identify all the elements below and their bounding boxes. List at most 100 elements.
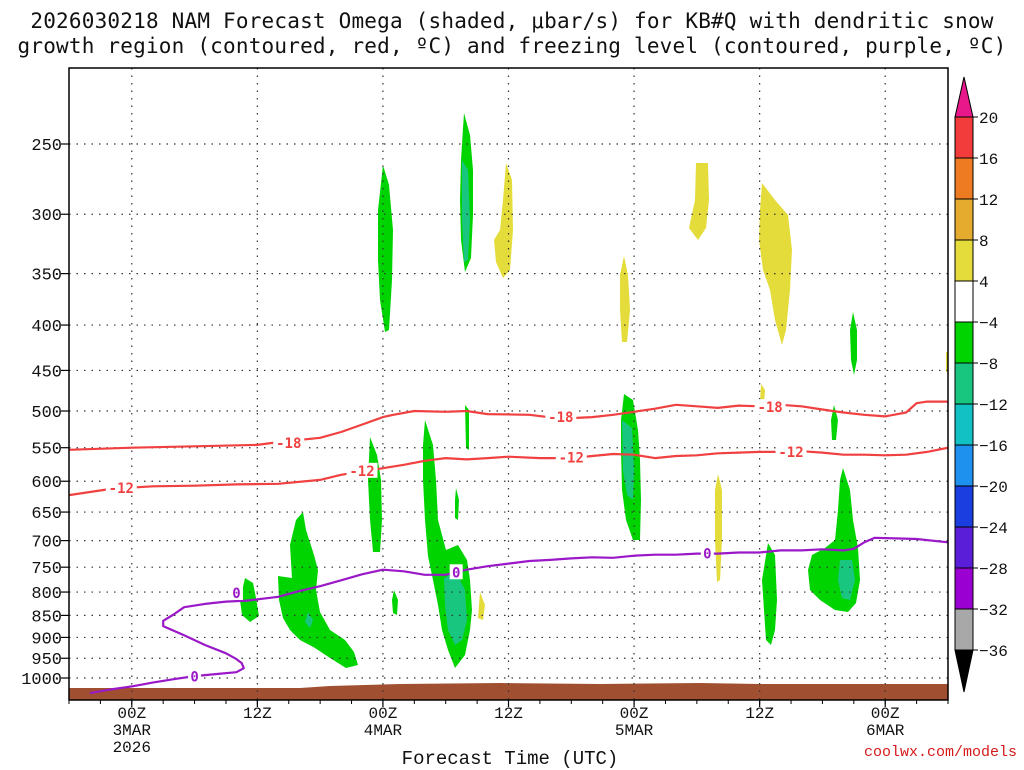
x-tick-label: 3MAR (113, 722, 152, 740)
x-tick-label: 00Z (620, 705, 649, 723)
y-tick-label: 900 (31, 630, 62, 649)
source-credit[interactable]: coolwx.com/models (863, 744, 1017, 761)
omega-subsidence-regions (478, 163, 948, 620)
omega-cell (850, 312, 857, 375)
colorbar-label: 20 (979, 110, 998, 128)
contour-label-bg (555, 449, 587, 465)
omega-cell (444, 572, 467, 645)
contour-label: -12 (349, 464, 374, 480)
colorbar-label: −32 (979, 602, 1008, 620)
omega-cell (715, 474, 722, 582)
omega-strong-ascent-regions (305, 160, 855, 645)
contour-label: -18 (757, 400, 782, 416)
colorbar-label: −12 (979, 397, 1008, 415)
contour-label: 0 (232, 586, 240, 602)
y-tick-label: 500 (31, 404, 62, 423)
x-tick-label: 12Z (494, 705, 523, 723)
colorbar-label: −36 (979, 643, 1008, 661)
contour-label: 0 (190, 669, 198, 685)
colorbar-swatch (954, 567, 974, 610)
colorbar-swatch (954, 444, 974, 487)
y-tick-label: 350 (31, 267, 62, 286)
contour-label-bg (346, 462, 378, 478)
omega-cell (620, 256, 630, 342)
omega-cell (378, 165, 393, 332)
y-tick-label: 850 (31, 608, 62, 627)
contour-label-bg (449, 564, 463, 580)
contour-label: -18 (548, 410, 573, 426)
omega-cell (465, 405, 469, 450)
contour-line (69, 446, 948, 497)
omega-cell (478, 592, 485, 620)
omega-cell (455, 488, 459, 520)
colorbar: 20 16 12 8 4 −4 −8 −12 −16 −20 −24 −28 −32 −36 (954, 76, 1008, 693)
contour-labels: -18 -18 -18 -12 -12 -12 -12 0 0 0 0 (105, 399, 807, 685)
colorbar-swatch (954, 362, 974, 405)
x-tick-label: 12Z (243, 705, 272, 723)
y-axis: 250 300 350 400 450 500 550 600 650 700 750 800 850 9… (21, 137, 69, 690)
x-axis-label: Forecast Time (UTC) (401, 748, 619, 770)
colorbar-swatch (954, 403, 974, 446)
contour-label-bg (754, 399, 786, 415)
x-tick-label: 00Z (117, 705, 146, 723)
omega-cell (759, 183, 792, 345)
contour-label-bg (273, 434, 305, 450)
omega-cell (278, 512, 358, 668)
colorbar-label: −28 (979, 561, 1008, 579)
contour-label: -12 (778, 445, 803, 461)
contour-label-bg (700, 545, 714, 561)
contour-line (89, 536, 948, 695)
omega-cell (305, 612, 313, 628)
omega-cell (831, 405, 838, 440)
omega-cell (368, 437, 382, 552)
chart-title-line-2: growth region (contoured, red, ºC) and f… (17, 34, 1007, 58)
contour-label: -12 (109, 481, 134, 497)
y-tick-label: 950 (31, 651, 62, 670)
y-tick-label: 1000 (21, 671, 62, 690)
gridlines (69, 68, 948, 700)
contour-label: -12 (559, 450, 584, 466)
omega-cell (622, 420, 634, 500)
x-tick-label: 00Z (369, 705, 398, 723)
contour-label: -18 (276, 436, 301, 452)
colorbar-label: −24 (979, 520, 1008, 538)
colorbar-swatch (954, 198, 974, 241)
y-tick-label: 400 (31, 318, 62, 337)
y-tick-label: 800 (31, 585, 62, 604)
colorbar-swatch (954, 239, 974, 282)
y-tick-label: 450 (31, 363, 62, 382)
colorbar-swatch (954, 321, 974, 364)
x-tick-label: 4MAR (364, 722, 403, 740)
contour-label: 0 (703, 547, 711, 563)
colorbar-top-arrow (954, 76, 974, 118)
colorbar-label: −4 (979, 315, 998, 333)
colorbar-swatch (954, 116, 974, 159)
y-tick-label: 600 (31, 474, 62, 493)
colorbar-label: −20 (979, 479, 1008, 497)
contour-label-bg (545, 409, 577, 425)
x-tick-label: 12Z (745, 705, 774, 723)
omega-cell (462, 160, 470, 262)
omega-cell (392, 590, 398, 615)
y-tick-label: 300 (31, 207, 62, 226)
contour-label-bg (775, 443, 807, 459)
colorbar-label: 12 (979, 192, 998, 210)
omega-cell (762, 543, 777, 645)
omega-cell (689, 163, 709, 240)
colorbar-swatch (954, 157, 974, 200)
contour-label-bg (188, 668, 202, 684)
colorbar-swatch (954, 280, 974, 323)
y-tick-label: 700 (31, 534, 62, 553)
y-tick-label: 550 (31, 441, 62, 460)
colorbar-swatch (954, 526, 974, 569)
colorbar-label: −16 (979, 438, 1008, 456)
x-tick-label: 5MAR (615, 722, 654, 740)
contour-label-bg (229, 585, 243, 601)
omega-cell (838, 560, 855, 600)
colorbar-label: −8 (979, 356, 998, 374)
isotherm-contours (69, 400, 948, 695)
contour-line (69, 400, 948, 451)
y-tick-label: 650 (31, 505, 62, 524)
